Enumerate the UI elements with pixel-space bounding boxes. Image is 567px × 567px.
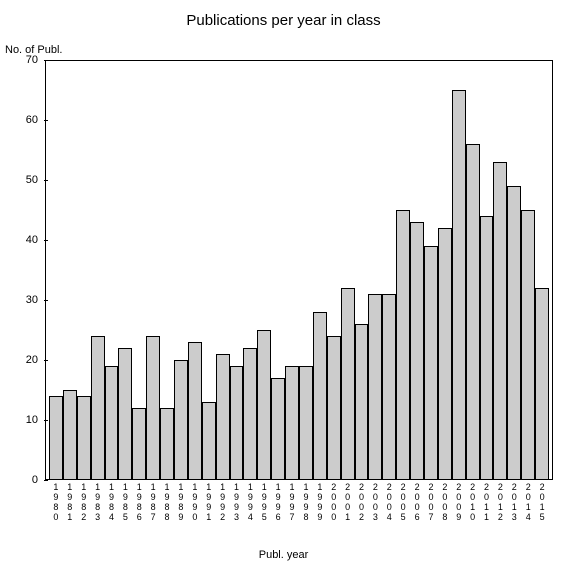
x-axis-label: Publ. year	[0, 549, 567, 561]
x-tick-label: 1998	[299, 482, 313, 522]
bar	[480, 216, 494, 480]
bar	[410, 222, 424, 480]
y-tick-mark	[44, 480, 48, 481]
x-tick-label: 1993	[230, 482, 244, 522]
bar	[160, 408, 174, 480]
x-tick-label: 1997	[285, 482, 299, 522]
bar	[285, 366, 299, 480]
bar	[188, 342, 202, 480]
y-tick-label: 20	[0, 354, 38, 366]
x-tick-label: 2000	[327, 482, 341, 522]
x-tick-label: 1986	[132, 482, 146, 522]
x-tick-label: 2012	[493, 482, 507, 522]
bar	[49, 396, 63, 480]
x-tick-label: 2013	[507, 482, 521, 522]
x-tick-label: 1981	[63, 482, 77, 522]
bar	[327, 336, 341, 480]
x-tick-label: 2010	[466, 482, 480, 522]
x-tick-label: 2003	[368, 482, 382, 522]
bar	[257, 330, 271, 480]
x-tick-label: 2004	[382, 482, 396, 522]
x-tick-label: 1980	[49, 482, 63, 522]
bar	[438, 228, 452, 480]
bar	[146, 336, 160, 480]
x-tick-label: 2014	[521, 482, 535, 522]
x-tick-label: 1984	[105, 482, 119, 522]
x-tick-label: 1982	[77, 482, 91, 522]
bar	[341, 288, 355, 480]
x-tick-label: 1992	[216, 482, 230, 522]
y-tick-label: 30	[0, 294, 38, 306]
x-tick-label: 1987	[146, 482, 160, 522]
bar	[63, 390, 77, 480]
y-tick-label: 60	[0, 114, 38, 126]
x-tick-label: 1996	[271, 482, 285, 522]
x-tick-label: 1985	[118, 482, 132, 522]
bar	[216, 354, 230, 480]
bar	[230, 366, 244, 480]
x-tick-label: 2008	[438, 482, 452, 522]
x-tick-label: 2007	[424, 482, 438, 522]
bar	[466, 144, 480, 480]
bar	[91, 336, 105, 480]
y-tick-label: 0	[0, 474, 38, 486]
bar	[243, 348, 257, 480]
bar	[313, 312, 327, 480]
y-tick-label: 50	[0, 174, 38, 186]
y-tick-label: 10	[0, 414, 38, 426]
x-tick-label: 2002	[355, 482, 369, 522]
x-tick-label: 2015	[535, 482, 549, 522]
chart-title: Publications per year in class	[0, 12, 567, 29]
x-tick-label: 1995	[257, 482, 271, 522]
x-tick-label: 1988	[160, 482, 174, 522]
bar	[174, 360, 188, 480]
bar	[77, 396, 91, 480]
y-tick-label: 40	[0, 234, 38, 246]
y-tick-label: 70	[0, 54, 38, 66]
bar	[132, 408, 146, 480]
bar	[299, 366, 313, 480]
bar	[202, 402, 216, 480]
bar	[521, 210, 535, 480]
bar	[368, 294, 382, 480]
bar	[535, 288, 549, 480]
x-tick-label: 1994	[243, 482, 257, 522]
x-tick-label: 2006	[410, 482, 424, 522]
bar	[355, 324, 369, 480]
bar	[105, 366, 119, 480]
x-tick-label: 1983	[91, 482, 105, 522]
x-tick-label: 2001	[341, 482, 355, 522]
x-tick-label: 1990	[188, 482, 202, 522]
chart-container: Publications per year in class No. of Pu…	[0, 0, 567, 567]
bar	[452, 90, 466, 480]
bar	[424, 246, 438, 480]
bar	[507, 186, 521, 480]
x-tick-label: 1999	[313, 482, 327, 522]
bar	[271, 378, 285, 480]
bar	[118, 348, 132, 480]
x-tick-label: 1989	[174, 482, 188, 522]
x-tick-label: 2005	[396, 482, 410, 522]
x-tick-label: 2009	[452, 482, 466, 522]
bar	[382, 294, 396, 480]
bars-group	[45, 60, 553, 480]
x-tick-label: 2011	[480, 482, 494, 522]
x-tick-label: 1991	[202, 482, 216, 522]
bar	[396, 210, 410, 480]
bar	[493, 162, 507, 480]
x-ticks: 1980198119821983198419851986198719881989…	[45, 482, 553, 522]
